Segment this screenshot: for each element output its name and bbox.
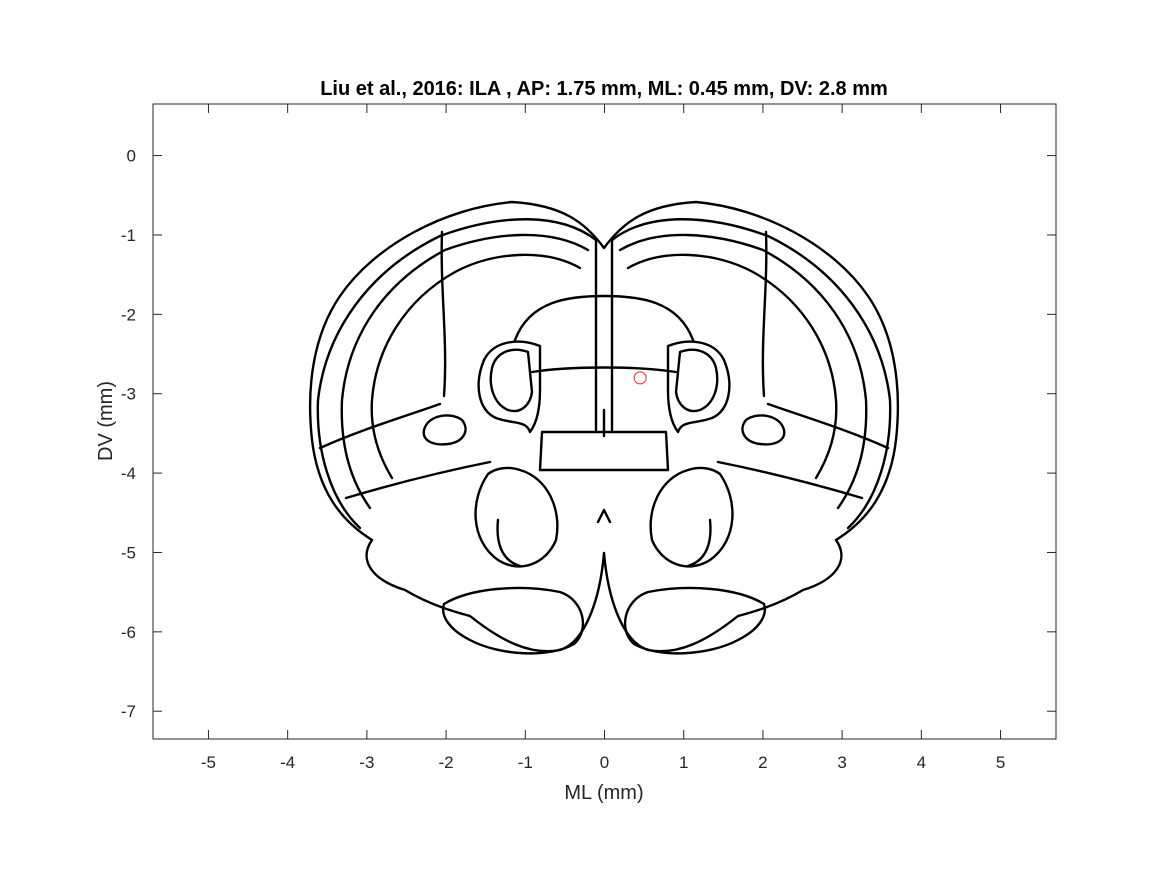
horizontal-band: [530, 366, 678, 374]
cortex-band-right-2: [618, 233, 868, 510]
cortex-band-left-3: [370, 253, 582, 480]
y-tick-label: -3: [121, 385, 136, 404]
ventricle-right-inner: [674, 348, 719, 413]
x-tick-label: -4: [280, 753, 295, 772]
y-tick-label: -1: [121, 226, 136, 245]
x-tick-label: -1: [518, 753, 533, 772]
radial-line-left: [440, 230, 447, 398]
ventricle-left: [477, 340, 542, 434]
x-tick-label: 5: [996, 753, 1005, 772]
ventral-left-2: [441, 586, 585, 655]
axes: -5 -4 -3 -2 -1 0 1 2 3 4 5 0 -1 -2 -3 -4 -5 -6 -7: [121, 103, 1057, 772]
ventral-right-1: [649, 466, 734, 568]
cortex-band-right-1: [610, 218, 892, 530]
brain-outer-contour: [308, 200, 900, 653]
y-tick-label: 0: [127, 147, 136, 166]
y-tick-label: -7: [121, 702, 136, 721]
x-axis-ticks: -5 -4 -3 -2 -1 0 1 2 3 4 5: [201, 104, 1005, 772]
y-tick-label: -6: [121, 623, 136, 642]
ventricle-left-inner: [489, 348, 534, 413]
ventricle-right: [666, 340, 731, 434]
x-tick-label: 1: [679, 753, 688, 772]
x-tick-label: -3: [359, 753, 374, 772]
y-axis-ticks: 0 -1 -2 -3 -4 -5 -6 -7: [121, 147, 1056, 721]
radial-line-right: [761, 230, 768, 398]
midline: [594, 238, 614, 438]
x-tick-label: 2: [758, 753, 767, 772]
y-tick-label: -4: [121, 464, 136, 483]
ventral-box: [538, 430, 670, 472]
central-dome: [513, 294, 695, 342]
lateral-band-right: [716, 402, 890, 500]
lobe-right: [741, 414, 786, 446]
brain-section-outline: [308, 200, 900, 655]
plot-title: Liu et al., 2016: ILA , AP: 1.75 mm, ML:…: [320, 78, 888, 100]
ventral-left-1: [474, 466, 559, 568]
y-tick-label: -5: [121, 543, 136, 562]
notch: [596, 508, 612, 524]
ventral-right-2: [623, 586, 767, 655]
x-axis-label: ML (mm): [564, 782, 643, 804]
ventral-inner-left: [496, 518, 522, 568]
lateral-band-left: [318, 402, 492, 500]
x-tick-label: -2: [439, 753, 454, 772]
x-tick-label: -5: [201, 753, 216, 772]
cortex-band-right-3: [626, 253, 838, 480]
x-tick-label: 3: [837, 753, 846, 772]
y-tick-label: -2: [121, 305, 136, 324]
cortex-band-left-2: [340, 233, 590, 510]
y-axis-label: DV (mm): [95, 381, 117, 461]
x-tick-label: 4: [917, 753, 926, 772]
lobe-left: [422, 414, 467, 446]
x-tick-label: 0: [600, 753, 609, 772]
target-site-marker: [633, 371, 647, 385]
cortex-band-left-1: [316, 218, 598, 530]
ventral-inner-right: [686, 518, 712, 568]
